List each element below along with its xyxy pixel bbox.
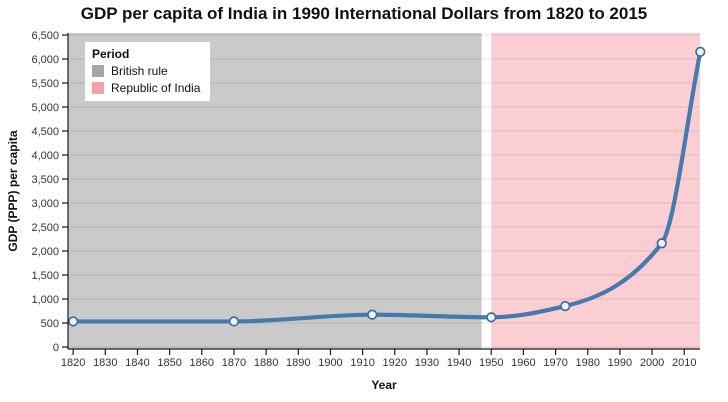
data-point-2003 bbox=[656, 238, 667, 249]
x-axis-title: Year bbox=[371, 378, 397, 392]
data-point-1913 bbox=[367, 309, 378, 320]
y-tick-label-3000: 3,000 bbox=[31, 198, 59, 210]
x-tick-label-1960: 1960 bbox=[511, 357, 535, 369]
y-tick-label-5500: 5,500 bbox=[31, 78, 59, 90]
y-tick-label-3500: 3,500 bbox=[31, 174, 59, 186]
y-tick-label-2500: 2,500 bbox=[31, 222, 59, 234]
legend-label: British rule bbox=[111, 64, 168, 78]
y-tick-label-500: 500 bbox=[41, 318, 59, 330]
legend-item-republic-of-india: Republic of India bbox=[92, 81, 200, 95]
y-tick-label-4500: 4,500 bbox=[31, 126, 59, 138]
x-tick-label-1830: 1830 bbox=[93, 357, 117, 369]
chart-title: GDP per capita of India in 1990 Internat… bbox=[80, 4, 648, 23]
x-tick-label-1840: 1840 bbox=[125, 357, 149, 369]
legend: Period British rule Republic of India bbox=[85, 42, 211, 101]
x-tick-label-1870: 1870 bbox=[222, 357, 246, 369]
y-tick-label-6500: 6,500 bbox=[31, 30, 59, 42]
legend-title: Period bbox=[92, 47, 130, 61]
x-tick-label-1950: 1950 bbox=[479, 357, 503, 369]
legend-items: British rule Republic of India bbox=[92, 64, 200, 95]
x-tick-label-1940: 1940 bbox=[447, 357, 471, 369]
y-tick-label-2000: 2,000 bbox=[31, 246, 59, 258]
x-tick-label-1920: 1920 bbox=[383, 357, 407, 369]
data-point-1950 bbox=[486, 312, 497, 323]
legend-swatch-british-rule bbox=[92, 65, 104, 77]
x-tick-label-1890: 1890 bbox=[286, 357, 310, 369]
x-tick-label-1910: 1910 bbox=[350, 357, 374, 369]
y-tick-label-5000: 5,000 bbox=[31, 102, 59, 114]
x-tick-label-1980: 1980 bbox=[576, 357, 600, 369]
x-tick-label-2010: 2010 bbox=[672, 357, 696, 369]
y-tick-label-1500: 1,500 bbox=[31, 270, 59, 282]
data-point-2015 bbox=[695, 46, 706, 57]
x-tick-label-1850: 1850 bbox=[157, 357, 181, 369]
data-point-1973 bbox=[560, 300, 571, 312]
x-tick-label-1990: 1990 bbox=[608, 357, 632, 369]
data-point-1820 bbox=[67, 316, 79, 327]
legend-item-british-rule: British rule bbox=[92, 64, 200, 78]
x-tick-label-1860: 1860 bbox=[190, 357, 214, 369]
x-tick-label-1930: 1930 bbox=[415, 357, 439, 369]
y-tick-label-4000: 4,000 bbox=[31, 150, 59, 162]
y-tick-label-0: 0 bbox=[53, 342, 59, 354]
y-tick-label-6000: 6,000 bbox=[31, 54, 59, 66]
legend-swatch-republic-of-india bbox=[92, 82, 104, 94]
region-republic-of-india bbox=[491, 33, 700, 349]
data-point-1870 bbox=[228, 316, 240, 327]
x-tick-label-1880: 1880 bbox=[254, 357, 278, 369]
y-tick-label-1000: 1,000 bbox=[31, 294, 59, 306]
x-tick-label-1900: 1900 bbox=[318, 357, 342, 369]
x-tick-label-1970: 1970 bbox=[543, 357, 567, 369]
x-tick-label-1820: 1820 bbox=[61, 357, 85, 369]
x-tick-label-2000: 2000 bbox=[640, 357, 664, 369]
legend-label: Republic of India bbox=[111, 81, 201, 95]
